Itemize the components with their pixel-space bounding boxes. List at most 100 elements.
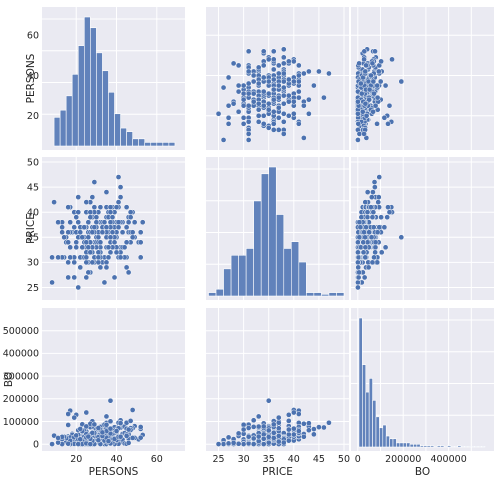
scatter-point	[270, 127, 277, 133]
scatter-point	[87, 214, 94, 221]
scatter-point	[378, 58, 384, 65]
scatter-point	[295, 94, 302, 101]
scatter-point	[372, 48, 378, 55]
histogram-bar	[120, 127, 127, 147]
scatter-point	[111, 274, 118, 281]
scatter-point	[83, 259, 90, 266]
scatter-point	[290, 78, 297, 85]
scatter-point	[105, 438, 112, 445]
scatter-point	[362, 244, 369, 251]
scatter-point	[65, 204, 72, 211]
scatter-point	[215, 441, 222, 447]
scatter-point	[65, 422, 72, 428]
scatter-point	[275, 70, 282, 77]
scatter-point	[87, 209, 94, 216]
scatter-point	[83, 423, 90, 430]
scatter-point	[65, 239, 72, 246]
histogram-bar	[358, 317, 363, 448]
histogram-bar	[477, 446, 482, 448]
scatter-point	[306, 96, 312, 103]
scatter-point	[285, 431, 292, 438]
scatter-point	[117, 194, 124, 200]
scatter-point	[67, 219, 74, 226]
scatter-point	[372, 244, 379, 251]
panel-bo-vs-bo	[351, 308, 494, 451]
scatter-point	[378, 214, 384, 221]
scatter-point	[270, 429, 277, 436]
scatter-point	[290, 58, 297, 65]
scatter-point	[225, 102, 232, 109]
histogram-bar	[328, 292, 337, 297]
scatter-point	[121, 244, 128, 251]
y-tick-label: 50	[27, 157, 39, 168]
histogram-bar	[71, 74, 79, 147]
scatter-point	[275, 414, 282, 421]
histogram-bar	[443, 446, 448, 448]
scatter-point	[67, 254, 74, 261]
scatter-point	[295, 120, 302, 127]
y-tick-label: 40	[27, 71, 39, 82]
scatter-point	[374, 229, 381, 236]
scatter-point	[371, 90, 377, 97]
histogram-bar	[447, 445, 452, 448]
scatter-point	[355, 249, 361, 256]
panel-bo-vs-persons	[42, 308, 185, 451]
scatter-point	[270, 66, 277, 73]
scatter-point	[382, 82, 389, 89]
scatter-point	[385, 204, 391, 211]
scatter-point	[270, 96, 277, 103]
pairplot-labels: 2530354045500100000200000300000400000500…	[3, 30, 467, 478]
x-axis-label-price: PRICE	[262, 466, 293, 478]
scatter-point	[360, 239, 367, 246]
scatter-point	[260, 423, 267, 430]
scatter-point	[220, 441, 227, 447]
y-tick-label: 0	[33, 439, 39, 450]
scatter-point	[295, 62, 302, 69]
x-tick-label: 40	[110, 454, 122, 465]
histogram-bar	[379, 427, 384, 448]
scatter-point	[260, 435, 267, 442]
scatter-point	[85, 269, 92, 276]
scatter-point	[240, 421, 247, 428]
scatter-point	[87, 441, 94, 447]
histogram-bar	[59, 109, 67, 147]
scatter-point	[311, 426, 317, 432]
scatter-point	[295, 88, 302, 95]
scatter-point	[285, 426, 292, 433]
scatter-point	[360, 249, 367, 256]
scatter-point	[125, 219, 132, 226]
scatter-point	[137, 424, 144, 430]
scatter-point	[321, 94, 327, 101]
scatter-point	[115, 174, 122, 180]
scatter-point	[245, 68, 252, 75]
scatter-point	[260, 88, 267, 95]
scatter-point	[362, 68, 369, 75]
panel-persons-vs-persons	[42, 7, 185, 150]
y-tick-label: 60	[27, 30, 39, 41]
scatter-point	[93, 219, 100, 226]
histogram-bar	[313, 292, 322, 297]
scatter-point	[129, 407, 136, 413]
scatter-point	[61, 234, 68, 241]
scatter-point	[240, 90, 247, 97]
scatter-point	[111, 239, 118, 246]
histogram-bar	[413, 443, 418, 448]
scatter-point	[285, 112, 292, 119]
scatter-point	[285, 411, 292, 418]
scatter-point	[255, 100, 262, 107]
scatter-point	[372, 184, 378, 190]
scatter-point	[374, 94, 381, 101]
scatter-point	[137, 434, 144, 441]
scatter-point	[378, 249, 385, 256]
scatter-point	[275, 62, 282, 69]
scatter-point	[300, 135, 307, 141]
scatter-point	[358, 90, 365, 97]
scatter-point	[113, 204, 120, 211]
scatter-point	[129, 234, 136, 241]
scatter-point	[362, 199, 369, 206]
scatter-point	[131, 219, 138, 226]
scatter-point	[355, 284, 361, 291]
scatter-point	[91, 204, 98, 211]
histogram-bar	[419, 445, 424, 448]
